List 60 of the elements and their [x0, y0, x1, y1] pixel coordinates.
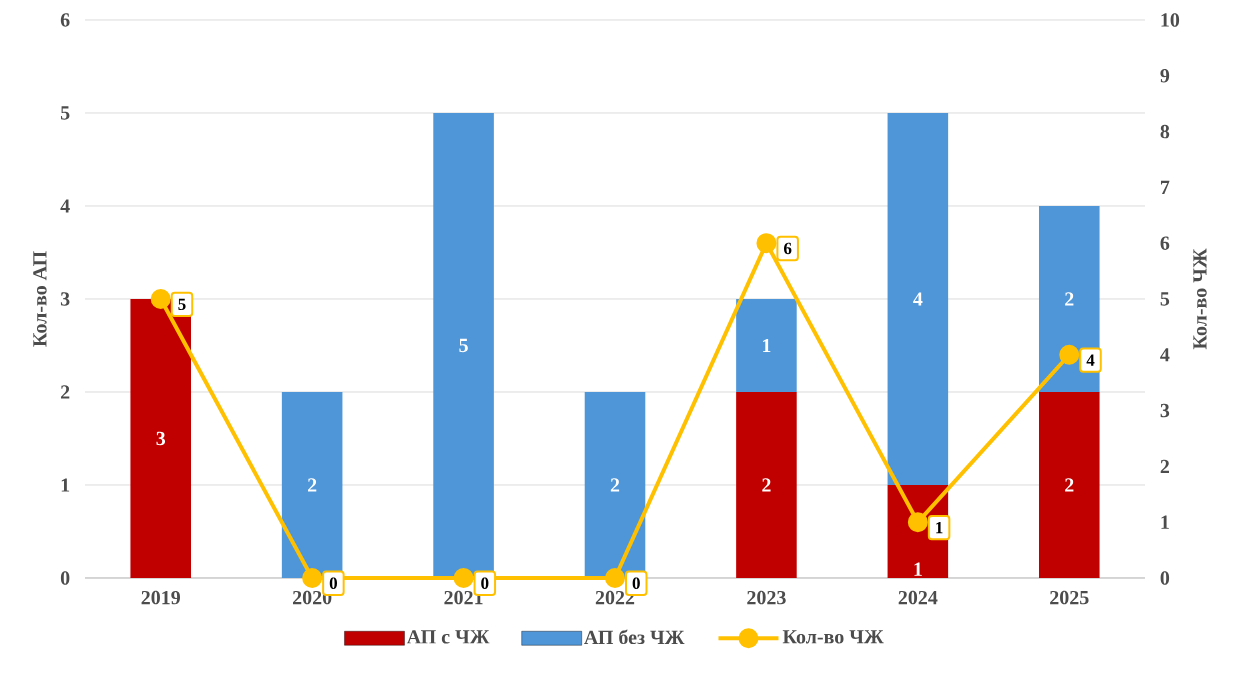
legend-label: АП без ЧЖ — [584, 629, 685, 645]
point — [1059, 344, 1080, 365]
data-label: 1 — [914, 562, 922, 576]
y-tick-label: 4 — [60, 199, 70, 213]
y2-tick-label: 0 — [1160, 571, 1170, 585]
data-label: 2 — [1065, 478, 1074, 492]
y2-tick-label: 10 — [1161, 13, 1180, 27]
y2-tick-label: 4 — [1160, 348, 1170, 362]
data-label: 2 — [762, 478, 771, 492]
data-label: 2 — [610, 478, 620, 492]
bar — [1038, 205, 1100, 392]
y-tick-label: 1 — [61, 478, 70, 492]
bar — [281, 391, 343, 578]
bar — [130, 298, 192, 578]
point — [907, 512, 928, 533]
bar — [584, 391, 646, 578]
y-tick-label: 2 — [60, 385, 70, 399]
y2-tick-label: 8 — [1160, 124, 1170, 139]
data-label: 4 — [913, 292, 923, 306]
point — [150, 288, 171, 309]
data-label: 1 — [763, 338, 771, 353]
data-label: 6 — [784, 242, 792, 255]
data-label: 4 — [1086, 354, 1095, 366]
data-label: 0 — [481, 577, 489, 589]
point — [605, 567, 625, 588]
data-label: 3 — [156, 431, 166, 446]
y-axis-title: Кол-во АП — [33, 251, 47, 347]
data-label: 1 — [936, 521, 943, 534]
y2-tick-label: 9 — [1160, 69, 1170, 83]
x-tick-label: 2025 — [1050, 590, 1089, 605]
y2-tick-label: 6 — [1160, 236, 1170, 250]
y2-tick-label: 5 — [1160, 292, 1170, 306]
y2-tick-label: 2 — [1160, 459, 1169, 474]
data-label: 0 — [329, 577, 338, 589]
y-tick-label: 0 — [60, 571, 70, 585]
bar — [736, 391, 797, 578]
data-label: 0 — [632, 577, 640, 589]
bar — [1038, 391, 1100, 578]
point — [756, 233, 777, 254]
legend-label: Кол-во ЧЖ — [782, 630, 884, 644]
data-label: 2 — [1065, 292, 1074, 306]
bar — [887, 112, 949, 485]
y2-tick-label: 7 — [1161, 180, 1170, 194]
data-label: 5 — [178, 298, 186, 310]
bar — [736, 298, 797, 392]
x-tick-label: 2024 — [898, 590, 938, 605]
y2-tick-label: 1 — [1161, 515, 1169, 529]
y-tick-label: 6 — [60, 13, 70, 27]
data-label: 2 — [307, 478, 317, 492]
bar — [433, 112, 494, 578]
x-tick-label: 2023 — [747, 590, 786, 605]
y2-tick-label: 3 — [1160, 403, 1170, 418]
point — [302, 567, 323, 588]
data-label: 5 — [459, 338, 468, 353]
x-tick-label: 2019 — [141, 590, 180, 605]
y-tick-label: 3 — [60, 292, 70, 306]
legend-label: АП с ЧЖ — [406, 630, 490, 644]
y2-axis-title: Кол-во ЧЖ — [1193, 248, 1207, 350]
y-tick-label: 5 — [60, 106, 70, 120]
point — [453, 567, 474, 588]
